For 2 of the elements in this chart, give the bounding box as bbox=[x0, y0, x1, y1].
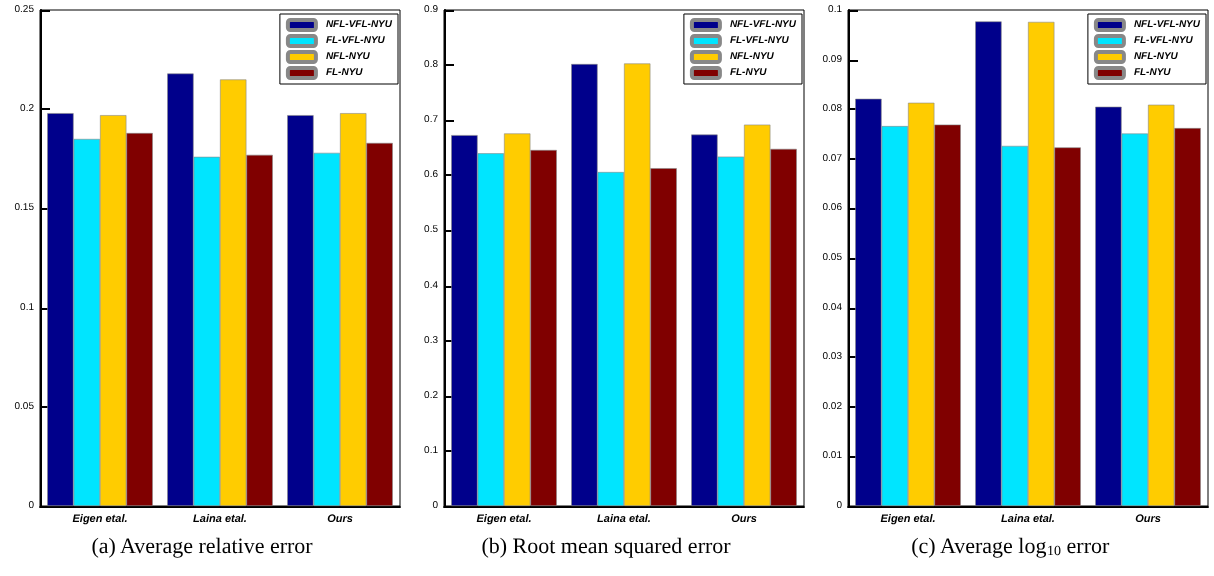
text: (a) Average relative error bbox=[91, 535, 314, 559]
text: (b) Root mean squared error bbox=[481, 535, 732, 559]
